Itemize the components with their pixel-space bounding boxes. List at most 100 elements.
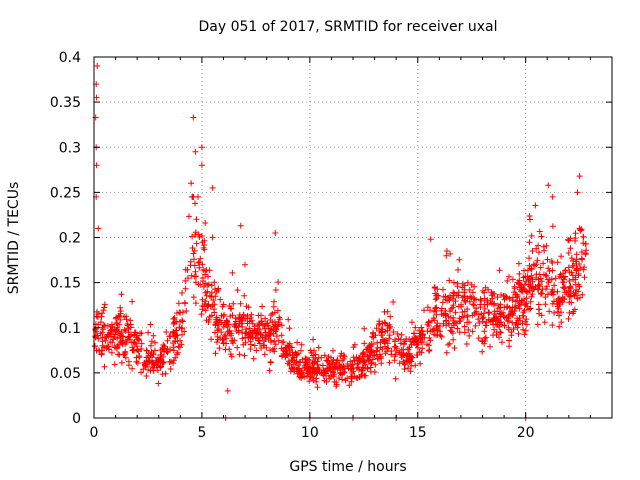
data-point [450, 292, 457, 299]
data-point [369, 333, 376, 340]
data-point [267, 317, 274, 323]
data-point [567, 245, 574, 252]
data-point [566, 299, 573, 306]
data-point [145, 329, 152, 336]
data-point [351, 357, 358, 364]
data-point [443, 248, 450, 254]
data-point [167, 366, 174, 372]
data-point [278, 332, 285, 339]
data-point [426, 348, 432, 354]
data-point [129, 365, 136, 372]
data-point [239, 329, 246, 336]
data-point [506, 273, 512, 280]
data-point [461, 323, 468, 330]
data-point [259, 322, 266, 329]
data-point [527, 216, 533, 223]
y-tick-label: 0.1 [59, 321, 81, 337]
data-point [528, 232, 535, 239]
data-point [551, 282, 558, 289]
data-point [258, 312, 264, 319]
data-point [221, 311, 228, 318]
data-point [479, 348, 486, 355]
data-point [378, 360, 385, 367]
data-point [219, 303, 226, 310]
data-point [509, 311, 516, 318]
data-point [574, 189, 581, 196]
data-point [284, 360, 291, 367]
data-point [570, 262, 577, 269]
data-point [122, 341, 129, 347]
data-point [181, 299, 188, 306]
data-point [497, 329, 504, 336]
data-point [215, 285, 222, 292]
data-point [500, 309, 506, 316]
data-point [182, 277, 189, 284]
data-point [256, 340, 263, 347]
data-point [417, 336, 424, 342]
data-point [294, 351, 301, 358]
data-point [541, 247, 548, 254]
data-point [529, 276, 536, 283]
data-point [360, 365, 367, 371]
data-point [116, 321, 123, 328]
data-point [543, 286, 549, 293]
data-point [254, 329, 261, 336]
data-point [138, 340, 145, 347]
data-point [150, 332, 157, 339]
data-point [164, 337, 171, 344]
data-point [208, 336, 215, 343]
data-point [576, 261, 583, 267]
data-point [379, 332, 386, 339]
data-point [258, 331, 265, 338]
data-point [237, 222, 244, 229]
data-point [204, 303, 211, 309]
data-point [229, 269, 236, 276]
data-point [240, 311, 247, 318]
data-point [193, 240, 200, 247]
data-point [252, 335, 259, 342]
data-point [97, 319, 104, 326]
data-point [452, 309, 459, 316]
data-point [558, 253, 565, 260]
data-point [511, 308, 518, 315]
data-point [523, 288, 530, 295]
data-point [464, 279, 471, 286]
data-point [412, 324, 419, 331]
data-point [560, 279, 567, 286]
data-point [187, 262, 194, 269]
data-point [109, 339, 116, 346]
data-point [331, 378, 338, 385]
data-point [496, 321, 503, 328]
data-point [562, 267, 569, 274]
data-point [216, 317, 223, 324]
data-point [504, 303, 511, 310]
data-point [421, 307, 427, 314]
data-point [565, 315, 572, 322]
data-point [109, 321, 115, 328]
data-point [174, 349, 181, 356]
data-point [512, 298, 519, 305]
data-point [446, 277, 453, 284]
data-point [298, 347, 304, 354]
data-point [101, 304, 108, 311]
data-point [390, 329, 397, 335]
data-point [176, 324, 183, 331]
data-point [361, 325, 368, 332]
data-point [413, 352, 420, 358]
data-point [315, 344, 322, 351]
data-point [364, 365, 371, 372]
data-point [289, 365, 296, 372]
data-point [535, 301, 542, 308]
data-point [335, 365, 342, 371]
data-point [443, 349, 450, 356]
data-point [496, 310, 503, 317]
data-point [475, 311, 482, 318]
data-point [522, 287, 528, 294]
data-point [504, 277, 511, 284]
data-point [100, 322, 107, 329]
data-point [272, 341, 279, 348]
data-point [549, 223, 556, 230]
data-point [163, 329, 170, 335]
data-point [294, 339, 301, 346]
data-point [386, 335, 393, 342]
